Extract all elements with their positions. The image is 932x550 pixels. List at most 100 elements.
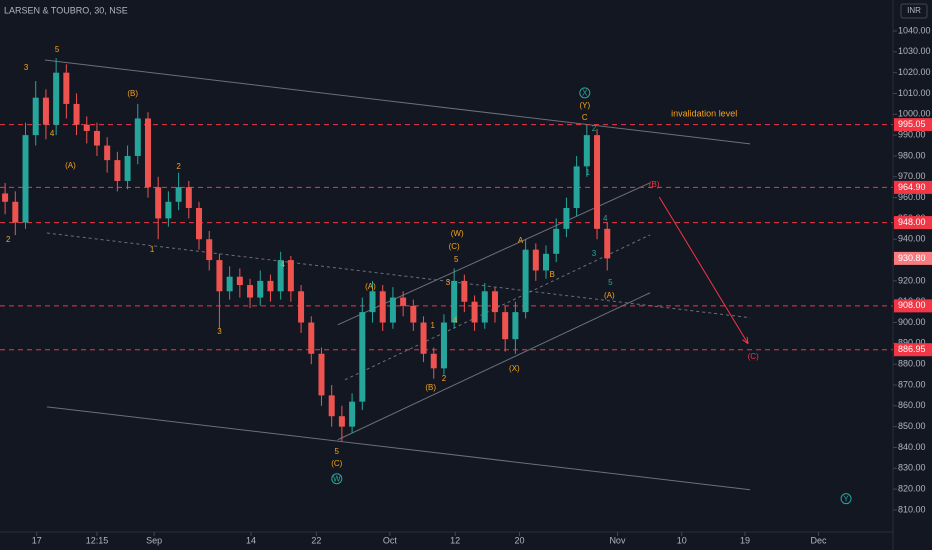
candle-body <box>573 166 580 209</box>
y-tick-label: 850.00 <box>898 421 926 431</box>
trend-line <box>46 406 751 491</box>
candle-body <box>491 291 498 313</box>
candle-body <box>226 276 233 292</box>
candle-body <box>236 276 243 286</box>
candle-body <box>32 97 39 136</box>
wave-label: (B) <box>649 180 660 189</box>
candle-body <box>440 322 447 369</box>
candle-body <box>349 401 356 427</box>
wave-label: 1 <box>430 321 435 330</box>
wave-label: 5 <box>454 255 459 264</box>
y-tick-label: 1000.00 <box>898 109 931 119</box>
candle-body <box>532 249 539 271</box>
y-tick-label: 990.00 <box>898 130 926 140</box>
y-tick-label: 970.00 <box>898 171 926 181</box>
candle-body <box>114 160 121 181</box>
x-tick-label: Oct <box>383 535 398 545</box>
currency-box[interactable] <box>900 3 928 19</box>
candle-body <box>2 193 9 202</box>
wave-label: (B) <box>127 89 138 98</box>
x-tick-label: Dec <box>810 535 827 545</box>
candle-body <box>83 124 90 131</box>
x-tick-label: 10 <box>677 535 687 545</box>
projection-arrow <box>658 196 749 345</box>
candle-body <box>144 118 151 188</box>
candle-body <box>196 208 203 240</box>
y-tick-label: 1020.00 <box>898 67 931 77</box>
wave-label: (C) <box>331 459 342 468</box>
level-price-label: 908.00 <box>898 300 926 310</box>
candle-body <box>553 228 560 254</box>
arrow-head <box>742 336 749 345</box>
candle-body <box>298 291 305 323</box>
level-price-label: 948.00 <box>898 217 926 227</box>
candle-body <box>512 312 519 340</box>
wave-label-circled: Y <box>843 494 849 503</box>
candle-body <box>543 253 550 271</box>
wave-label: 2 <box>592 124 597 133</box>
y-tick-label: 1040.00 <box>898 25 931 35</box>
y-tick-label: 810.00 <box>898 504 926 514</box>
wave-circle <box>840 493 852 505</box>
y-tick-label: 870.00 <box>898 379 926 389</box>
candle-body <box>400 297 407 306</box>
candle-body <box>104 145 111 161</box>
x-tick-label: 17 <box>32 535 42 545</box>
x-tick-label: 22 <box>311 535 321 545</box>
candle-body <box>175 187 182 202</box>
candle-body <box>277 260 284 292</box>
y-tick-label: 940.00 <box>898 234 926 244</box>
candle-body <box>338 416 345 427</box>
candle-body <box>165 201 172 219</box>
candle-body <box>155 187 162 219</box>
candle-body <box>53 72 60 125</box>
level-price-label: 886.95 <box>898 344 926 354</box>
wave-label: B <box>549 270 554 279</box>
plot-area: 5 3 4 (B) (A) 2 1 2 4 3 (A) (W) (C) 5 3 1 4 2 (B) (X) A B 5 (C)… <box>0 45 893 505</box>
wave-label: 4 <box>453 316 458 325</box>
chart-title: LARSEN & TOUBRO, 30, NSE <box>4 5 128 15</box>
candle-body <box>389 297 396 323</box>
candle-body <box>247 285 254 298</box>
wave-label: A <box>518 236 524 245</box>
level-price-box <box>894 299 932 313</box>
wave-label: 5 <box>335 447 340 456</box>
candle-body <box>73 103 80 125</box>
candle-body <box>63 72 70 104</box>
y-tick-label: 840.00 <box>898 442 926 452</box>
y-tick-label: 920.00 <box>898 275 926 285</box>
trend-line <box>46 232 751 319</box>
candle-body <box>451 280 458 323</box>
x-tick-label: 14 <box>246 535 256 545</box>
level-price-box <box>894 118 932 132</box>
candle-body <box>328 395 335 417</box>
candle-body <box>563 208 570 229</box>
x-tick-label: 12 <box>450 535 460 545</box>
candle-body <box>267 280 274 292</box>
y-tick-label: 820.00 <box>898 483 926 493</box>
wave-label: 3 <box>24 63 29 72</box>
wave-label: 3 <box>446 278 451 287</box>
y-tick-label: 860.00 <box>898 400 926 410</box>
y-tick-label: 890.00 <box>898 338 926 348</box>
candle-body <box>522 249 529 313</box>
y-tick-label: 1010.00 <box>898 88 931 98</box>
candle-body <box>430 353 437 369</box>
candle-body <box>12 201 19 223</box>
level-price-box <box>894 343 932 357</box>
candle-body <box>185 187 192 209</box>
wave-label: 5 <box>608 278 613 287</box>
wave-label: 1 <box>150 245 155 254</box>
candle-body <box>22 135 29 223</box>
candle-body <box>134 118 141 156</box>
wave-label: 4 <box>280 260 285 269</box>
wave-label: (B) <box>425 383 436 392</box>
wave-label: (A) <box>365 282 376 291</box>
wave-label-circled: X <box>582 88 588 97</box>
last-price-box <box>894 251 932 265</box>
currency[interactable]: INR <box>907 6 921 15</box>
wave-label: (A) <box>604 291 615 300</box>
